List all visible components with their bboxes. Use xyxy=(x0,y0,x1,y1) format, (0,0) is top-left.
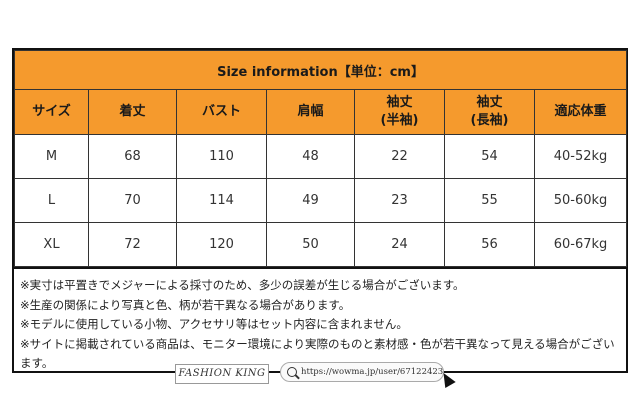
column-header-line: 着丈 xyxy=(119,104,146,119)
column-header-line: 袖丈 xyxy=(476,95,503,110)
table-cell: 110 xyxy=(176,134,267,179)
column-header-line: 肩幅 xyxy=(297,104,324,119)
table-row: M 68 110 48 22 54 40-52kg xyxy=(14,134,628,179)
table-title: Size information【単位：cm】 xyxy=(13,50,628,90)
column-header-line: サイズ xyxy=(32,104,71,119)
table-cell: 70 xyxy=(88,178,177,223)
table-cell: 56 xyxy=(444,222,535,267)
table-cell: 72 xyxy=(88,222,177,267)
table-cell: 49 xyxy=(266,178,355,223)
table-cell: 120 xyxy=(176,222,267,267)
table-cell: 48 xyxy=(266,134,355,179)
column-header-line: (長袖) xyxy=(470,113,509,128)
note-line: ※モデルに使用している小物、アクセサリ等はセット内容に含まれません。 xyxy=(20,317,408,331)
url-text: https://wowma.jp/user/67122423 xyxy=(301,367,444,377)
table-cell: 114 xyxy=(176,178,267,223)
column-header: サイズ xyxy=(14,89,89,135)
note-line: ※実寸は平置きでメジャーによる採寸のため、多少の誤差が生じる場合がございます。 xyxy=(20,278,465,292)
search-icon xyxy=(287,367,297,377)
column-header-line: バスト xyxy=(201,104,241,119)
table-row: XL 72 120 50 24 56 60-67kg xyxy=(14,222,628,267)
header-row: サイズ 着丈 バスト 肩幅 袖丈 (半袖) 袖丈 (長袖) 適応体重 xyxy=(14,89,628,135)
table-cell: 24 xyxy=(354,222,445,267)
size-table: Size information【単位：cm】 サイズ 着丈 バスト 肩幅 袖丈 (半袖)… xyxy=(13,50,628,267)
table-row: L 70 114 49 23 55 50-60kg xyxy=(14,178,628,223)
notes: ※実寸は平置きでメジャーによる採寸のため、多少の誤差が生じる場合がございます。 ※… xyxy=(14,267,626,371)
table-cell: L xyxy=(14,178,89,223)
url-bar[interactable]: https://wowma.jp/user/67122423 xyxy=(280,362,444,382)
table-cell: 23 xyxy=(354,178,445,223)
table-cell: 22 xyxy=(354,134,445,179)
column-header-line: 袖丈 xyxy=(386,95,413,110)
table-cell: XL xyxy=(14,222,89,267)
column-header-line: (半袖) xyxy=(380,113,419,128)
column-header: 袖丈 (半袖) xyxy=(354,89,445,135)
table-cell: 40-52kg xyxy=(533,134,628,179)
column-header: バスト xyxy=(176,89,267,135)
note-line: ます。 xyxy=(20,356,54,370)
column-header-line: 適応体重 xyxy=(554,104,607,119)
size-chart: Size information【単位：cm】 サイズ 着丈 バスト 肩幅 袖丈 (半袖)… xyxy=(12,48,628,373)
column-header: 肩幅 xyxy=(266,89,355,135)
column-header: 適応体重 xyxy=(533,89,628,135)
brand-watermark: FASHION KING xyxy=(175,364,269,384)
table-cell: 50 xyxy=(266,222,355,267)
note-line: ※サイトに掲載されている商品は、モニター環境により実際のものと素材感・色が若干異… xyxy=(20,336,615,351)
note-line: ※生産の関係により写真と色、柄が若干異なる場合があります。 xyxy=(20,297,351,312)
column-header: 袖丈 (長袖) xyxy=(444,89,535,135)
table-cell: 54 xyxy=(444,134,535,179)
column-header: 着丈 xyxy=(88,89,177,135)
table-cell: 50-60kg xyxy=(533,178,628,223)
table-cell: 68 xyxy=(88,134,177,179)
table-cell: 60-67kg xyxy=(533,222,628,267)
table-cell: M xyxy=(14,134,89,179)
table-cell: 55 xyxy=(444,178,535,223)
